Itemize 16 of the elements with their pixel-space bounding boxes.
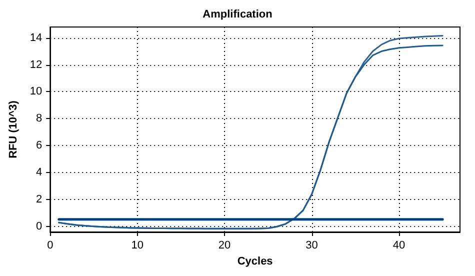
x-tick-label: 0 bbox=[47, 240, 54, 252]
x-axis-title: Cycles bbox=[237, 255, 273, 268]
x-tick-label: 10 bbox=[131, 240, 144, 252]
y-tick-label: 12 bbox=[30, 58, 42, 71]
x-tick-label: 40 bbox=[392, 240, 406, 252]
chart-title: Amplification bbox=[202, 8, 273, 20]
y-axis-title: RFU (10^3) bbox=[8, 100, 20, 158]
x-tick-label: 30 bbox=[306, 240, 318, 252]
y-tick-label: 14 bbox=[30, 32, 42, 44]
y-tick-label: 0 bbox=[36, 220, 42, 233]
x-tick-label: 20 bbox=[218, 240, 231, 252]
y-tick-label: 8 bbox=[36, 112, 42, 125]
y-tick-label: 6 bbox=[36, 140, 42, 152]
y-tick-label: 2 bbox=[36, 194, 42, 206]
y-tick-label: 10 bbox=[30, 86, 42, 98]
y-tick-label: 4 bbox=[36, 166, 42, 179]
